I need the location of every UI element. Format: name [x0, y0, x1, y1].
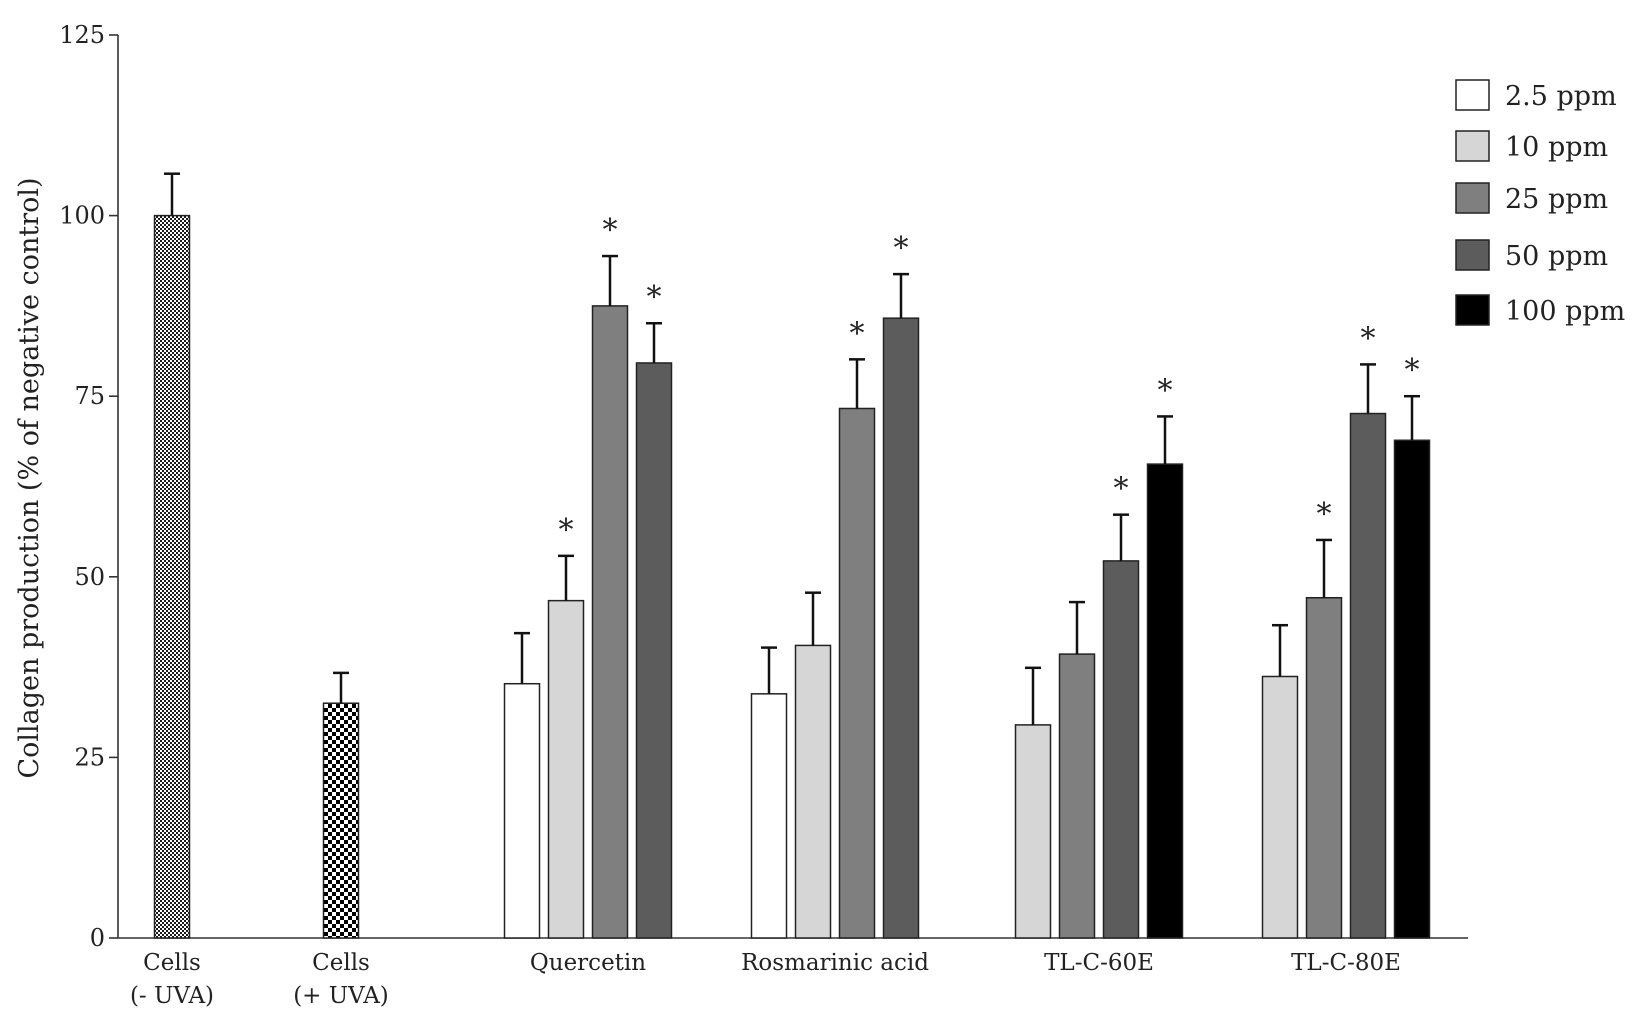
x-category-label: Rosmarinic acid [741, 950, 929, 976]
bar [750, 693, 788, 939]
legend-swatch [1455, 79, 1490, 111]
significance-marker: * [894, 231, 909, 266]
y-tick-label: 75 [74, 382, 105, 410]
plot-area: 0 25 50 75 100 125 Cells (- UVA) Cells (+ UVA) * * *… [59, 21, 1468, 1009]
legend-label: 2.5 ppm [1505, 81, 1617, 112]
bar [322, 702, 360, 939]
x-category-label: TL-C-80E [1291, 950, 1401, 976]
significance-marker: * [1158, 373, 1173, 408]
significance-marker: * [1361, 321, 1376, 356]
bar [1102, 560, 1140, 939]
significance-marker: * [1405, 353, 1420, 388]
legend-label: 10 ppm [1505, 132, 1608, 163]
y-tick-label: 50 [74, 563, 105, 591]
bar [547, 599, 585, 939]
legend-swatch [1455, 130, 1490, 162]
bar [1058, 653, 1096, 939]
legend-swatch [1455, 182, 1490, 214]
bar [503, 682, 541, 939]
x-category-label: Cells [312, 950, 370, 976]
significance-marker: * [1114, 472, 1129, 507]
bar [1349, 412, 1387, 939]
legend-swatch [1455, 239, 1490, 271]
significance-marker: * [850, 316, 865, 351]
x-category-label: Quercetin [530, 950, 646, 976]
significance-marker: * [603, 213, 618, 248]
bar [591, 305, 629, 939]
x-category-label: TL-C-60E [1044, 950, 1154, 976]
legend: 2.5 ppm 10 ppm 25 ppm 50 ppm 100 ppm [1455, 79, 1625, 327]
x-category-label: (- UVA) [130, 983, 214, 1009]
bar [153, 214, 191, 939]
legend-swatch [1455, 294, 1490, 326]
y-tick-label: 125 [59, 21, 105, 49]
y-tick-label: 0 [90, 924, 105, 952]
legend-label: 50 ppm [1505, 241, 1608, 272]
y-axis-label: Collagen production (% of negative contr… [14, 177, 45, 778]
y-tick-label: 100 [59, 202, 105, 230]
bar [1305, 596, 1343, 939]
x-category-label: (+ UVA) [293, 983, 389, 1009]
legend-label: 25 ppm [1505, 184, 1608, 215]
bar [1014, 724, 1052, 939]
bar [838, 407, 876, 939]
significance-marker: * [647, 280, 662, 315]
x-category-label: Cells [143, 950, 201, 976]
bar [1393, 439, 1431, 939]
bar [1146, 463, 1184, 939]
bar [794, 644, 832, 939]
significance-marker: * [1317, 497, 1332, 532]
significance-marker: * [559, 513, 574, 548]
bar [635, 362, 673, 939]
bar [882, 317, 920, 939]
y-tick-label: 25 [74, 743, 105, 771]
bar [1261, 675, 1299, 939]
legend-label: 100 ppm [1505, 296, 1625, 327]
